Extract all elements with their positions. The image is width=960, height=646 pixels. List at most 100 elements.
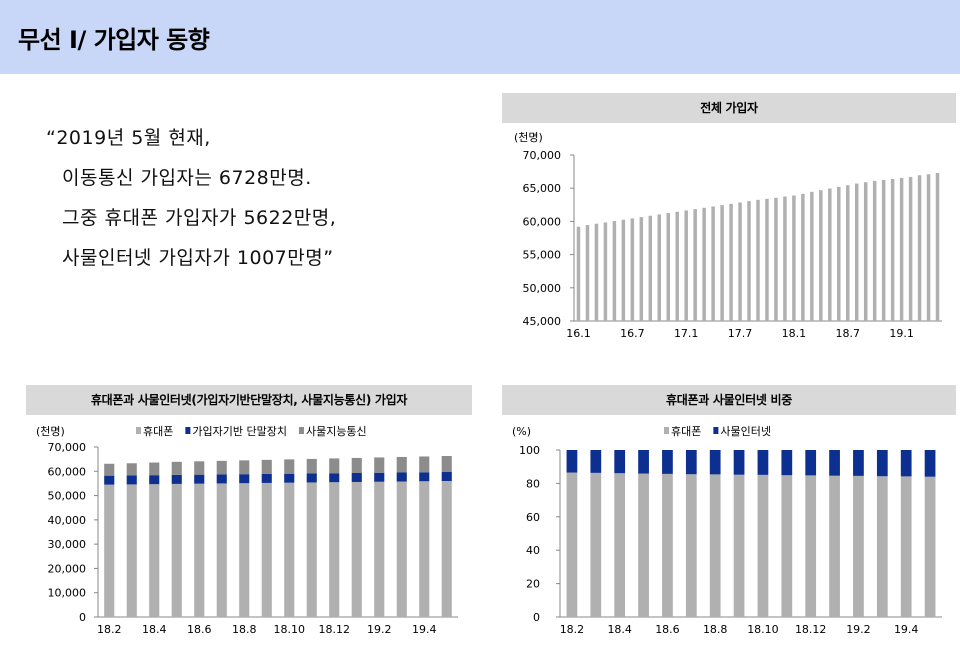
bar — [648, 215, 653, 321]
bar — [935, 173, 940, 321]
handset-iot-subscribers-chart: (천명) 70,000 60,000 50,000 40,000 30,000 20,000… — [36, 424, 458, 636]
bar — [881, 179, 886, 321]
x-tick-label: 18.2 — [560, 623, 585, 636]
bar — [657, 214, 662, 321]
bar-segment — [924, 476, 936, 617]
y-tick-label: 30,000 — [48, 538, 87, 551]
bar-segment — [239, 474, 250, 484]
bar — [720, 205, 724, 321]
bar — [711, 206, 715, 321]
x-tick-label: 18.10 — [274, 623, 306, 636]
bar-segment — [781, 475, 793, 617]
bar-segment — [662, 450, 673, 474]
y-tick-label: 100 — [519, 444, 540, 457]
bar — [828, 188, 832, 321]
y-tick-label: 65,000 — [523, 182, 562, 195]
bar-segment — [396, 472, 407, 482]
bar — [908, 176, 913, 321]
bar-segment — [351, 457, 362, 473]
bar-segment — [306, 482, 317, 617]
bar-segment — [104, 475, 115, 485]
bar — [863, 182, 868, 321]
bar-segment — [419, 456, 430, 473]
handset-iot-subscribers-panel: 휴대폰과 사물인터넷(가입자기반단말장치, 사물지능통신) 가입자 (천명) 70… — [26, 385, 472, 643]
bar — [872, 180, 877, 321]
bar — [576, 226, 581, 321]
bar — [783, 196, 787, 321]
bar-segment — [284, 482, 295, 617]
y-axis-label: (%) — [512, 425, 531, 438]
bar-segment — [351, 472, 362, 482]
bar-segment — [662, 473, 673, 617]
x-tick-label: 18.4 — [607, 623, 632, 636]
legend-swatch — [185, 427, 191, 434]
bar-segment — [284, 473, 295, 483]
x-tick-label: 18.12 — [319, 623, 351, 636]
chart-title: 전체 가입자 — [502, 93, 956, 123]
bar-segment — [374, 457, 385, 473]
bar-segment — [566, 450, 578, 473]
bar-segment — [853, 475, 864, 617]
bar-segment — [104, 484, 115, 617]
bar-segment — [261, 473, 272, 483]
x-tick-label: 19.1 — [889, 327, 914, 340]
bar — [612, 221, 617, 321]
bar — [702, 207, 706, 321]
bar-segment — [194, 461, 205, 475]
bar — [729, 203, 733, 321]
y-tick-label: 50,000 — [523, 282, 562, 295]
x-tick-label: 18.8 — [232, 623, 257, 636]
bar — [819, 190, 823, 321]
bar-segment — [306, 473, 317, 483]
x-tick-label: 18.12 — [795, 623, 827, 636]
summary-quote: “2019년 5월 현재, 이동통신 가입자는 6728만명. 그중 휴대폰 가… — [46, 118, 486, 278]
handset-iot-share-panel: 휴대폰과 사물인터넷 비중 (%) 100 80 60 40 20 0 18.2 18.4 18.… — [502, 385, 956, 643]
bar-segment — [171, 461, 182, 475]
bar-segment — [805, 475, 817, 617]
bar-segment — [757, 450, 769, 475]
bar-segment — [757, 474, 769, 617]
bar — [621, 219, 626, 321]
bar-segment — [419, 472, 430, 482]
legend-swatch — [664, 427, 669, 434]
bar-segment — [876, 476, 888, 617]
y-tick-label: 60 — [526, 511, 540, 524]
bar-segment — [709, 474, 721, 617]
bar — [747, 201, 751, 321]
bar-segment — [614, 473, 626, 617]
bar-segment — [329, 458, 340, 474]
chart-title: 휴대폰과 사물인터넷(가입자기반단말장치, 사물지능통신) 가입자 — [26, 385, 472, 415]
y-tick-label: 20 — [526, 578, 540, 591]
bar-segment — [171, 474, 182, 484]
handset-iot-share-chart: (%) 100 80 60 40 20 0 18.2 18.4 18.6 18.8 18.10 18.1… — [512, 425, 942, 636]
bar — [675, 211, 679, 321]
bar — [774, 197, 778, 321]
bar-segment — [441, 455, 452, 473]
bar-segment — [829, 450, 840, 476]
bar-segment — [829, 475, 840, 617]
bar-segment — [216, 474, 227, 484]
bar — [890, 178, 895, 321]
bar — [765, 198, 769, 321]
bar-segment — [709, 450, 721, 475]
bar-segment — [374, 472, 385, 482]
quote-line-3: 그중 휴대폰 가입자가 5622만명, — [62, 207, 337, 229]
bar-segment — [216, 483, 227, 617]
bar-segment — [781, 450, 793, 476]
bar-segment — [239, 483, 250, 617]
bar-segment — [396, 456, 407, 473]
y-axis-label: (천명) — [36, 424, 65, 438]
x-tick-label: 18.4 — [142, 623, 167, 636]
x-tick-label: 18.2 — [97, 623, 122, 636]
bar — [917, 175, 922, 321]
legend-label: 사물지능통신 — [306, 425, 367, 438]
bar-segment — [853, 450, 864, 476]
y-tick-label: 70,000 — [48, 441, 87, 454]
legend-label: 사물인터넷 — [720, 425, 771, 438]
x-tick-label: 16.7 — [620, 327, 645, 340]
x-tick-label: 18.6 — [187, 623, 212, 636]
x-tick-label: 16.1 — [566, 327, 591, 340]
y-tick-label: 45,000 — [523, 315, 562, 328]
bar-segment — [329, 482, 340, 617]
page-title: 무선 Ⅰ/ 가입자 동향 — [18, 26, 210, 54]
